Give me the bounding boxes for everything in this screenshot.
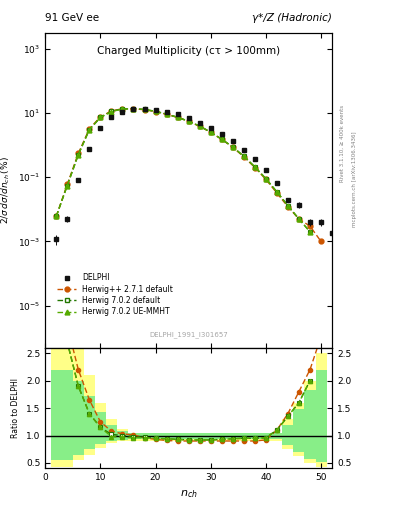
X-axis label: $n_{ch}$: $n_{ch}$ <box>180 488 198 500</box>
Legend: DELPHI, Herwig++ 2.7.1 default, Herwig 7.0.2 default, Herwig 7.0.2 UE-MMHT: DELPHI, Herwig++ 2.7.1 default, Herwig 7… <box>55 271 175 318</box>
Text: mcplots.cern.ch [arXiv:1306.3436]: mcplots.cern.ch [arXiv:1306.3436] <box>352 132 357 227</box>
Y-axis label: Ratio to DELPHI: Ratio to DELPHI <box>11 378 20 438</box>
Text: DELPHI_1991_I301657: DELPHI_1991_I301657 <box>149 331 228 338</box>
Text: 91 GeV ee: 91 GeV ee <box>45 13 99 23</box>
Text: Rivet 3.1.10, ≥ 400k events: Rivet 3.1.10, ≥ 400k events <box>340 105 345 182</box>
Y-axis label: $2/\sigma\,d\sigma/dn_{ch}\,(\%)$: $2/\sigma\,d\sigma/dn_{ch}\,(\%)$ <box>0 157 13 224</box>
Text: Charged Multiplicity (cτ > 100mm): Charged Multiplicity (cτ > 100mm) <box>97 46 280 56</box>
Text: γ*/Z (Hadronic): γ*/Z (Hadronic) <box>252 13 332 23</box>
